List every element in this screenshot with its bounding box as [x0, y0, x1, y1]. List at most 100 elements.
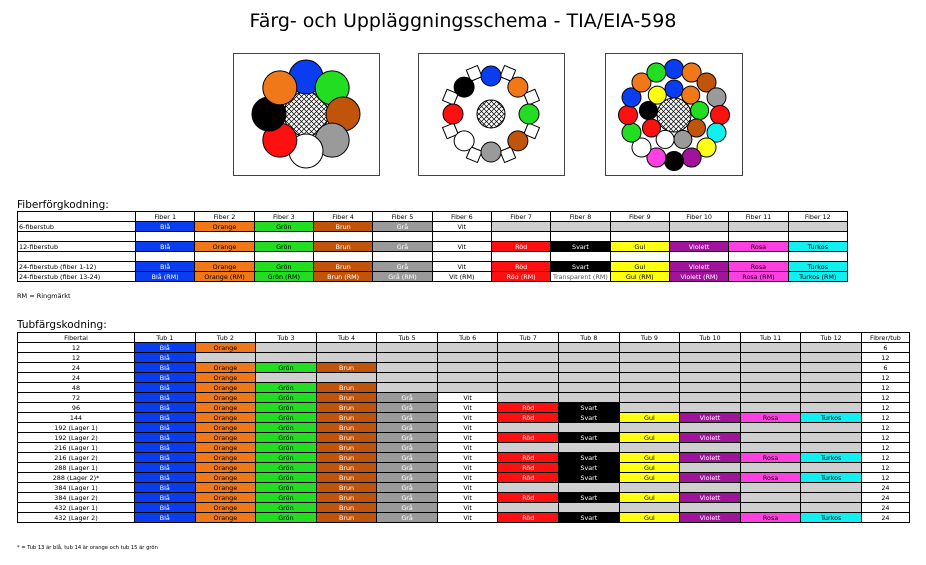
- tube-circle: [690, 100, 710, 120]
- fibers-per-tube-cell: 12: [860, 412, 910, 423]
- blank-cell: [372, 251, 433, 262]
- blank-cell: [609, 251, 670, 262]
- tube-color-cell: [800, 392, 862, 403]
- tube-color-cell: [800, 352, 862, 363]
- fibers-per-tube-cell: 24: [860, 502, 910, 513]
- tube-color-cell: [255, 352, 317, 363]
- tube-circle: [518, 103, 540, 125]
- tube-color-cell: Rosa: [739, 472, 802, 483]
- fibers-per-tube-cell: 12: [860, 372, 910, 383]
- fiber-count-cell: 384 (Lager 2): [17, 492, 135, 503]
- fibers-per-tube-cell: 12: [860, 392, 910, 403]
- tube-color-cell: Svart: [558, 452, 620, 463]
- tube-color-cell: Blå: [134, 422, 196, 433]
- tube-color-cell: Blå: [134, 462, 196, 473]
- tube-color-cell: [739, 352, 802, 363]
- tube-color-cell: Rosa: [739, 512, 802, 523]
- tube-circle: [507, 130, 529, 152]
- fiber-header-cell: Fiber 11: [728, 211, 789, 222]
- tube-row: 144 Blå Orange Grön Brun Grå Vit Röd Svart Gul Vio…: [17, 412, 910, 423]
- fiber-row: [17, 231, 848, 242]
- tube-color-cell: Vit: [436, 512, 499, 523]
- tube-header-cell: Tub 8: [558, 332, 620, 343]
- tube-color-cell: Grå: [376, 432, 438, 443]
- tube-color-cell: [739, 442, 802, 453]
- tube-color-cell: Orange: [194, 502, 257, 513]
- tube-color-cell: Brun: [315, 362, 378, 373]
- tube-color-cell: Blå: [134, 352, 196, 363]
- tube-circle: [453, 76, 475, 98]
- tube-color-cell: [679, 372, 741, 383]
- fiber-color-cell: Brun: [312, 261, 374, 272]
- tube-circle: [621, 87, 642, 108]
- tube-circle: [631, 72, 652, 93]
- fiber-color-cell: Svart: [550, 241, 611, 252]
- fiber-color-cell: Vit: [431, 221, 492, 232]
- tube-color-cell: Svart: [558, 432, 620, 443]
- tube-header-cell: Tub 11: [739, 332, 802, 343]
- tube-color-cell: Grön: [255, 422, 317, 433]
- fibers-per-tube-cell: 6: [860, 342, 910, 353]
- blank-cell: [312, 251, 374, 262]
- blank-cell: [312, 231, 374, 242]
- tube-color-cell: [800, 482, 862, 493]
- fiber-count-cell: 72: [17, 392, 135, 403]
- tube-color-cell: [558, 392, 620, 403]
- tube-color-cell: Blå: [134, 442, 196, 453]
- tube-circle: [681, 62, 702, 83]
- tube-color-cell: Brun: [315, 442, 378, 453]
- tube-color-cell: Orange: [194, 482, 257, 493]
- fiber-count-cell: 432 (Lager 2): [17, 512, 135, 523]
- tube-color-cell: Svart: [558, 512, 620, 523]
- fiber-color-cell: Turkos: [787, 241, 848, 252]
- fiber-color-cell: Grå: [372, 221, 433, 232]
- fiber-color-cell: Transparent (RM): [550, 271, 611, 282]
- tube-color-cell: Grön: [255, 502, 317, 513]
- fiber-color-cell: [609, 221, 670, 232]
- tube-color-cell: [800, 442, 862, 453]
- blank-cell: [490, 231, 552, 242]
- tube-color-cell: [497, 392, 560, 403]
- tube-color-cell: [739, 492, 802, 503]
- fiber-count-cell: 192 (Lager 1): [17, 422, 135, 433]
- tube-color-cell: [497, 362, 560, 373]
- tube-color-cell: [679, 442, 741, 453]
- fiber-color-cell: Röd: [490, 261, 552, 272]
- blank-cell: [17, 251, 136, 262]
- tube-color-cell: [739, 392, 802, 403]
- fiber-color-cell: Grön (RM): [253, 271, 314, 282]
- fibers-per-tube-cell: 12: [860, 422, 910, 433]
- blank-cell: [550, 251, 611, 262]
- tube-color-cell: [497, 342, 560, 353]
- tube-color-cell: Vit: [436, 452, 499, 463]
- fiber-color-cell: Orange (RM): [194, 271, 255, 282]
- tube-color-cell: Rosa: [739, 452, 802, 463]
- fiber-count-cell: 384 (Lager 1): [17, 482, 135, 493]
- tube-color-cell: Grå: [376, 402, 438, 413]
- tube-color-cell: Brun: [315, 432, 378, 443]
- fiber-color-cell: Vit: [431, 261, 492, 272]
- tube-color-cell: Vit: [436, 472, 499, 483]
- fiber-color-cell: Gul (RM): [609, 271, 670, 282]
- fiber-row: 12-fiberstub Blå Orange Grön Brun Grå Vit Röd Sv…: [17, 241, 848, 252]
- tube-color-cell: Blå: [134, 372, 196, 383]
- fibers-per-tube-cell: 6: [860, 362, 910, 373]
- tube-color-cell: [255, 372, 317, 383]
- tube-color-cell: [679, 342, 741, 353]
- blank-cell: [372, 231, 433, 242]
- tube-color-cell: Vit: [436, 492, 499, 503]
- tube-circle: [681, 85, 701, 105]
- fiber-header-cell: Fiber 12: [787, 211, 848, 222]
- fibers-per-tube-cell: 12: [860, 462, 910, 473]
- tube-color-cell: Grön: [255, 442, 317, 453]
- tube-color-cell: Brun: [315, 472, 378, 483]
- fiber-count-cell: 96: [17, 402, 135, 413]
- tube-color-cell: Grön: [255, 432, 317, 443]
- rm-note: RM = Ringmärkt: [17, 292, 71, 300]
- fiber-color-cell: [668, 221, 730, 232]
- tube-color-cell: Grön: [255, 402, 317, 413]
- tube-color-cell: [497, 502, 560, 513]
- tube-color-cell: Röd: [497, 412, 560, 423]
- tube-color-cell: [618, 392, 681, 403]
- blank-cell: [194, 251, 255, 262]
